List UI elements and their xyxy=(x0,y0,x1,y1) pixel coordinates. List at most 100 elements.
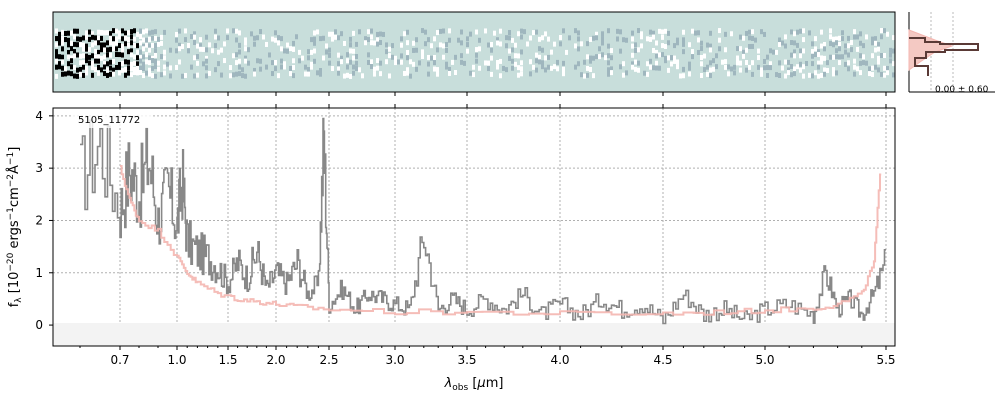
spectrum-2d-pixel xyxy=(886,31,889,37)
spectrum-2d-pixel xyxy=(109,65,112,71)
spectrum-2d-pixel xyxy=(376,37,379,43)
spectrum-2d-pixel xyxy=(271,60,274,66)
spectrum-2d-pixel xyxy=(88,60,91,66)
spectrum-2d-pixel xyxy=(121,36,124,42)
spectrum-2d-pixel xyxy=(220,72,223,78)
spectrum-2d-pixel xyxy=(112,71,115,77)
spectrum-2d-pixel xyxy=(448,37,451,43)
spectrum-2d-pixel xyxy=(835,48,838,54)
spectrum-2d-pixel xyxy=(802,28,805,34)
spectrum-2d-pixel xyxy=(127,42,130,48)
spectrum-2d-pixel xyxy=(706,71,709,77)
spectrum-2d-pixel xyxy=(163,55,166,61)
object-id-label: 5105_11772 xyxy=(78,115,140,126)
spectrum-2d-pixel xyxy=(292,73,295,79)
spectrum-2d-pixel xyxy=(832,71,835,77)
spectrum-2d-pixel xyxy=(307,49,310,55)
spectrum-2d-pixel xyxy=(598,54,601,60)
spectrum-2d-pixel xyxy=(313,30,316,36)
spectrum-2d-pixel xyxy=(598,46,601,52)
spectrum-2d-pixel xyxy=(781,65,784,71)
spectrum-2d-pixel xyxy=(340,31,343,37)
spectrum-2d-pixel xyxy=(592,55,595,61)
spectrum-2d-pixel xyxy=(157,60,160,66)
spectrum-2d-pixel xyxy=(154,59,157,65)
spectrum-2d-pixel xyxy=(133,60,136,66)
spectrum-2d-pixel xyxy=(784,73,787,79)
spectrum-2d-pixel xyxy=(214,28,217,34)
spectrum-2d-pixel xyxy=(631,36,634,42)
spectrum-2d-pixel xyxy=(871,72,874,78)
spectrum-2d-pixel xyxy=(718,37,721,43)
x-axis-label: λobs [μm] xyxy=(444,376,504,393)
spectrum-2d-pixel xyxy=(511,47,514,53)
spectrum-2d-pixel xyxy=(793,71,796,77)
spectrum-2d-pixel xyxy=(280,36,283,42)
spectrum-2d-pixel xyxy=(139,40,142,46)
x-tick-label: 0.7 xyxy=(110,353,129,367)
spectrum-2d-pixel xyxy=(319,71,322,77)
spectrum-2d-pixel xyxy=(835,36,838,42)
spectrum-2d-pixel xyxy=(238,71,241,77)
spectrum-2d-pixel xyxy=(847,43,850,49)
spectrum-2d-pixel xyxy=(853,58,856,64)
spectrum-2d-pixel xyxy=(145,59,148,65)
spectrum-2d-pixel xyxy=(379,31,382,37)
spectrum-2d-pixel xyxy=(454,70,457,76)
spectrum-2d-pixel xyxy=(535,52,538,58)
spectrum-2d-pixel xyxy=(445,47,448,53)
spectrum-2d-pixel xyxy=(607,71,610,77)
spectrum-2d-pixel xyxy=(619,48,622,54)
spectrum-2d-pixel xyxy=(142,73,145,79)
spectrum-2d-pixel xyxy=(739,60,742,66)
spectrum-2d-pixel xyxy=(736,46,739,52)
spectrum-2d-pixel xyxy=(412,47,415,53)
spectrum-2d-pixel xyxy=(724,47,727,53)
spectrum-2d-pixel xyxy=(745,59,748,65)
spectrum-2d-pixel xyxy=(844,61,847,67)
spectrum-2d-pixel xyxy=(490,41,493,47)
spectrum-2d-pixel xyxy=(160,34,163,40)
spectrum-2d-pixel xyxy=(199,43,202,49)
spectrum-2d-pixel xyxy=(424,41,427,47)
spectrum-2d-pixel xyxy=(724,64,727,70)
spectrum-2d-pixel xyxy=(205,34,208,40)
spectrum-2d-pixel xyxy=(472,72,475,78)
spectrum-2d-pixel xyxy=(82,72,85,78)
spectrum-2d-pixel xyxy=(112,28,115,34)
spectrum-2d-pixel xyxy=(151,42,154,48)
spectrum-2d-pixel xyxy=(58,54,61,60)
spectrum-2d-pixel xyxy=(70,71,73,77)
spectrum-2d-pixel xyxy=(427,71,430,77)
spectrum-2d-pixel xyxy=(274,30,277,36)
spectrum-2d-pixel xyxy=(883,28,886,34)
spectrum-2d-pixel xyxy=(535,29,538,35)
spectrum-2d-pixel xyxy=(109,31,112,37)
spectrum-2d-pixel xyxy=(82,42,85,48)
spectrum-2d-pixel xyxy=(388,73,391,79)
spectrum-2d-pixel xyxy=(580,72,583,78)
spectrum-2d-pixel xyxy=(787,70,790,76)
spectrum-2d-pixel xyxy=(559,41,562,47)
spectrum-2d-pixel xyxy=(631,30,634,36)
spectrum-2d-pixel xyxy=(736,55,739,61)
spectrum-2d-pixel xyxy=(616,28,619,34)
x-tick-label: 2.5 xyxy=(319,353,338,367)
spectrum-2d-pixel xyxy=(70,58,73,64)
spectrum-2d-pixel xyxy=(118,64,121,70)
spectrum-2d-pixel xyxy=(328,47,331,53)
spectrum-2d-pixel xyxy=(775,49,778,55)
spectrum-2d-pixel xyxy=(592,35,595,41)
spectrum-2d-pixel xyxy=(130,29,133,35)
spectrum-2d-pixel xyxy=(241,67,244,73)
spectrum-2d-pixel xyxy=(58,64,61,70)
spectrum-2d-pixel xyxy=(802,48,805,54)
spectrum-2d-pixel xyxy=(721,59,724,65)
spectrum-2d-pixel xyxy=(232,72,235,78)
spectrum-2d-pixel xyxy=(538,59,541,65)
spectrum-2d-pixel xyxy=(220,47,223,53)
spectrum-2d-pixel xyxy=(88,54,91,60)
spectrum-2d-pixel xyxy=(487,60,490,66)
spectrum-2d-pixel xyxy=(223,41,226,47)
spectrum-2d-pixel xyxy=(784,43,787,49)
